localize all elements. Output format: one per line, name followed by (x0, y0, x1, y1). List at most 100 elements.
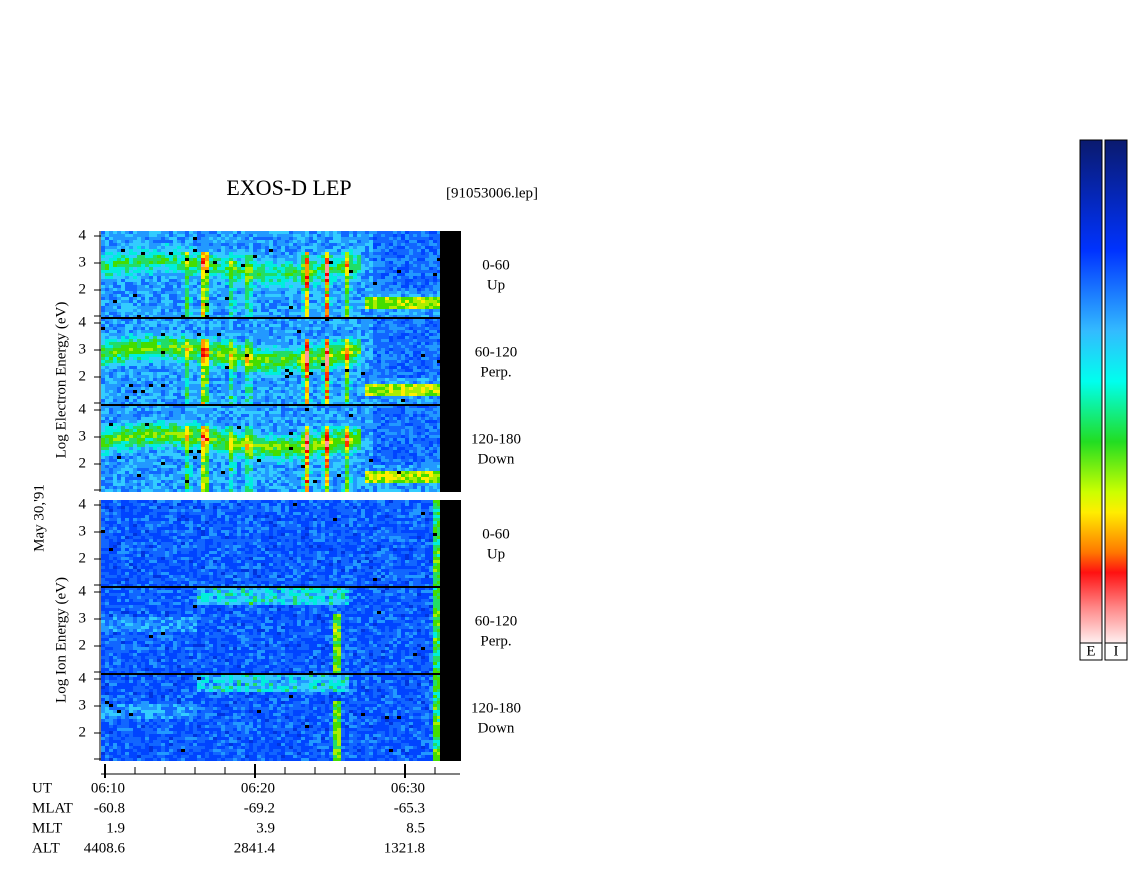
colorbar-label-box (1079, 642, 1103, 661)
colorbar-e: E (1079, 139, 1103, 661)
ion-axis-label: Log Ion Energy (eV) (53, 577, 69, 703)
row-label: ALT (32, 840, 60, 856)
panel-range: 120-180 (471, 431, 521, 447)
spectrogram-cells (101, 336, 361, 405)
spectrogram-cells (101, 674, 433, 761)
y-tick-label: 4 (79, 670, 87, 686)
row-value: 4408.6 (84, 840, 126, 856)
spectrogram-cells (101, 500, 433, 587)
row-value: -65.3 (394, 800, 425, 816)
spectrogram-cells (101, 318, 441, 405)
x-tick-label: 06:10 (91, 780, 125, 796)
y-tick-label: 4 (79, 401, 87, 417)
spectrogram-cells (101, 500, 433, 587)
colorbar-label: I (1114, 643, 1119, 659)
colorbar (1079, 139, 1103, 644)
panel-range: 0-60 (482, 257, 510, 273)
spectrogram-cells (101, 231, 441, 318)
row-label: MLT (32, 820, 62, 836)
y-tick-label: 2 (79, 455, 87, 471)
spectrogram-cells (101, 423, 361, 492)
data-gap (440, 500, 461, 587)
data-gap (440, 318, 461, 405)
panel-direction: Perp. (480, 364, 511, 380)
electron-axis-label: Log Electron Energy (eV) (53, 302, 69, 459)
panel-direction: Perp. (480, 633, 511, 649)
spectrogram-cells (101, 674, 433, 761)
y-tick-label: 3 (79, 341, 87, 357)
date: May 30,'91 (31, 484, 47, 552)
spectrogram-cells (101, 405, 441, 492)
panel-direction: Down (478, 720, 515, 736)
spectrogram-cells (101, 587, 433, 674)
row-value: 3.9 (256, 820, 275, 836)
panel-direction: Down (478, 451, 515, 467)
y-tick-label: 4 (79, 583, 87, 599)
spectrogram-cells (113, 339, 441, 399)
colorbar-label: E (1086, 643, 1095, 659)
row-label: MLAT (32, 800, 73, 816)
data-gap (440, 674, 461, 761)
colorbar-label-box (1104, 642, 1128, 661)
y-tick-label: 3 (79, 254, 87, 270)
spectrogram-cells (109, 408, 401, 483)
spectrogram-cells (105, 255, 441, 315)
ion-spectrogram (101, 500, 461, 761)
colorbar (1104, 139, 1128, 644)
spectrogram-cells (113, 426, 441, 492)
spectrogram-cells (433, 500, 441, 587)
spectrogram-cells (197, 674, 441, 749)
row-value: -69.2 (244, 800, 275, 816)
spectrogram-cells (101, 231, 441, 318)
y-tick-label: 2 (79, 550, 87, 566)
y-tick-label: 3 (79, 428, 87, 444)
row-label: UT (32, 780, 52, 796)
spectrogram-cells (101, 426, 441, 492)
row-value: 1321.8 (384, 840, 425, 856)
y-tick-label: 3 (79, 523, 87, 539)
spectrogram-cells (101, 405, 441, 492)
spectrogram-cells (101, 587, 345, 632)
y-tick-label: 4 (79, 496, 87, 512)
spectrogram-cells (433, 551, 441, 572)
panel-direction: Up (487, 546, 505, 562)
y-tick-label: 3 (79, 697, 87, 713)
row-value: 2841.4 (234, 840, 276, 856)
spectrogram-cells (101, 587, 433, 674)
y-tick-label: 3 (79, 610, 87, 626)
spectrogram-cells (101, 318, 441, 405)
spectrogram-cells (333, 629, 337, 632)
y-tick-label: 4 (79, 314, 87, 330)
y-tick-label: 2 (79, 368, 87, 384)
y-tick-label: 2 (79, 281, 87, 297)
y-tick-label: 2 (79, 724, 87, 740)
data-gap (440, 587, 461, 674)
colorbar-i: I (1104, 139, 1128, 661)
spectrogram-cells (305, 348, 329, 366)
panel-range: 60-120 (475, 613, 518, 629)
title: EXOS-D LEP (226, 175, 351, 200)
panel-direction: Up (487, 277, 505, 293)
row-value: 1.9 (106, 820, 125, 836)
electron-spectrogram (101, 231, 461, 492)
data-gap (440, 231, 461, 318)
data-gap (440, 405, 461, 492)
row-value: 8.5 (406, 820, 425, 836)
y-tick-label: 4 (79, 227, 87, 243)
spectrogram-cells (185, 426, 349, 492)
spectrogram-cells (185, 252, 441, 318)
file-name: [91053006.lep] (446, 185, 538, 201)
spectrogram-cells (101, 587, 433, 674)
spectrogram-cells (101, 231, 441, 318)
x-tick-label: 06:20 (241, 780, 275, 796)
panel-range: 60-120 (475, 344, 518, 360)
panel-range: 0-60 (482, 526, 510, 542)
y-tick-label: 2 (79, 637, 87, 653)
spectrogram-cells (101, 674, 433, 761)
spectrogram-cells (101, 500, 433, 587)
row-value: -60.8 (94, 800, 125, 816)
spectrogram-cells (101, 252, 361, 318)
panel-range: 120-180 (471, 700, 521, 716)
spectrogram-cells (185, 339, 349, 405)
